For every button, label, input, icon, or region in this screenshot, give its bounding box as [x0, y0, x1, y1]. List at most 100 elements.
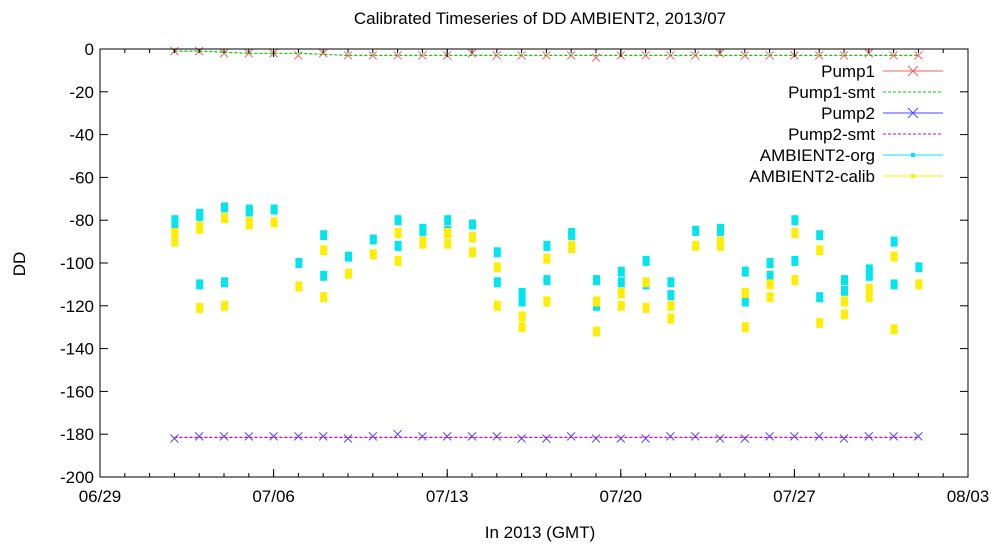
data-point — [518, 311, 526, 322]
data-point — [244, 431, 254, 441]
data-point — [221, 213, 228, 224]
data-point — [568, 228, 576, 238]
data-point — [295, 281, 303, 292]
data-point — [717, 223, 724, 234]
data-point — [816, 245, 824, 256]
legend-label: AMBIENT2-org — [760, 146, 875, 165]
data-point — [170, 434, 179, 443]
legend-entry-pump1: Pump1 — [821, 62, 943, 81]
data-point — [368, 51, 378, 60]
data-point — [667, 290, 675, 301]
data-point — [469, 232, 476, 243]
legend-label: Pump1 — [821, 62, 875, 81]
data-point — [221, 277, 228, 288]
legend-entry-pump2: Pump2 — [821, 104, 943, 123]
chart-title: Calibrated Timeseries of DD AMBIENT2, 20… — [354, 9, 726, 28]
data-point — [766, 292, 774, 303]
y-tick-label: -200 — [60, 468, 94, 487]
data-point — [667, 277, 675, 288]
data-point — [642, 277, 650, 288]
x-tick-label: 06/29 — [79, 487, 122, 506]
data-point — [715, 48, 725, 58]
data-point — [692, 240, 700, 251]
data-point — [765, 431, 774, 441]
data-point — [766, 258, 774, 268]
data-point — [492, 431, 502, 441]
data-point — [642, 255, 650, 266]
data-point — [791, 215, 799, 226]
data-point — [469, 247, 476, 258]
data-point — [816, 292, 824, 303]
data-point — [566, 431, 576, 441]
data-point — [320, 230, 328, 241]
x-tick-label: 07/13 — [426, 487, 469, 506]
data-point — [890, 324, 898, 335]
data-point — [617, 277, 625, 288]
x-tick-label: 07/27 — [773, 487, 816, 506]
data-point — [171, 228, 179, 238]
data-point — [318, 48, 328, 58]
y-tick-label: -40 — [69, 126, 94, 145]
data-point — [839, 434, 849, 443]
data-point — [221, 202, 228, 213]
data-point — [865, 283, 873, 294]
legend-entry-ambient2-calib: AMBIENT2-calib — [749, 167, 943, 186]
data-point — [543, 253, 551, 264]
data-point — [814, 431, 824, 441]
data-point — [518, 288, 526, 298]
data-point — [692, 225, 700, 236]
data-point — [493, 247, 501, 258]
data-point — [816, 317, 824, 328]
data-point — [318, 431, 328, 441]
x-tick-label: 07/20 — [600, 487, 643, 506]
data-point — [345, 251, 352, 262]
data-point — [219, 48, 229, 58]
data-point — [642, 302, 650, 313]
data-point — [444, 228, 452, 238]
data-point — [394, 215, 402, 226]
y-tick-label: -60 — [69, 168, 94, 187]
axes: 0 -20 -40 -60 -80 -100 -120 -140 -160 -180 -20006/… — [60, 40, 989, 506]
data-point — [741, 296, 749, 307]
data-point — [542, 434, 551, 443]
data-point — [444, 238, 452, 249]
data-point — [294, 431, 303, 441]
data-point — [493, 262, 501, 273]
legend: Pump1 Pump1-smt Pump2 Pump2-smt AMBIENT2-org… — [749, 62, 943, 186]
x-tick-label: 07/06 — [252, 487, 295, 506]
data-point — [865, 270, 873, 281]
data-point — [841, 285, 848, 296]
data-point — [593, 275, 600, 286]
legend-entry-pump2-smt: Pump2-smt — [788, 125, 943, 144]
data-point — [269, 431, 278, 441]
data-point — [295, 258, 303, 268]
data-point — [841, 296, 848, 307]
legend-marker — [911, 153, 915, 157]
data-point — [790, 431, 799, 441]
data-point — [766, 279, 774, 290]
data-point — [518, 322, 526, 333]
legend-label: Pump2 — [821, 104, 875, 123]
data-point — [717, 236, 724, 247]
data-point — [814, 51, 824, 60]
data-point — [617, 288, 625, 298]
data-point — [841, 275, 848, 286]
data-point — [864, 431, 874, 441]
series-ambient2-calib — [171, 213, 923, 337]
data-point — [196, 302, 204, 313]
data-point — [244, 48, 254, 58]
x-tick-label: 08/03 — [947, 487, 990, 506]
data-point — [741, 288, 749, 298]
data-point — [419, 225, 427, 236]
data-point — [171, 236, 179, 247]
y-tick-label: 0 — [85, 40, 94, 59]
data-point — [493, 300, 501, 311]
data-point — [889, 431, 898, 441]
data-point — [493, 277, 501, 288]
y-tick-label: -120 — [60, 297, 94, 316]
data-point — [320, 270, 328, 281]
data-point — [196, 279, 204, 290]
data-point — [343, 434, 353, 443]
data-point — [890, 251, 898, 262]
data-point — [715, 434, 725, 443]
